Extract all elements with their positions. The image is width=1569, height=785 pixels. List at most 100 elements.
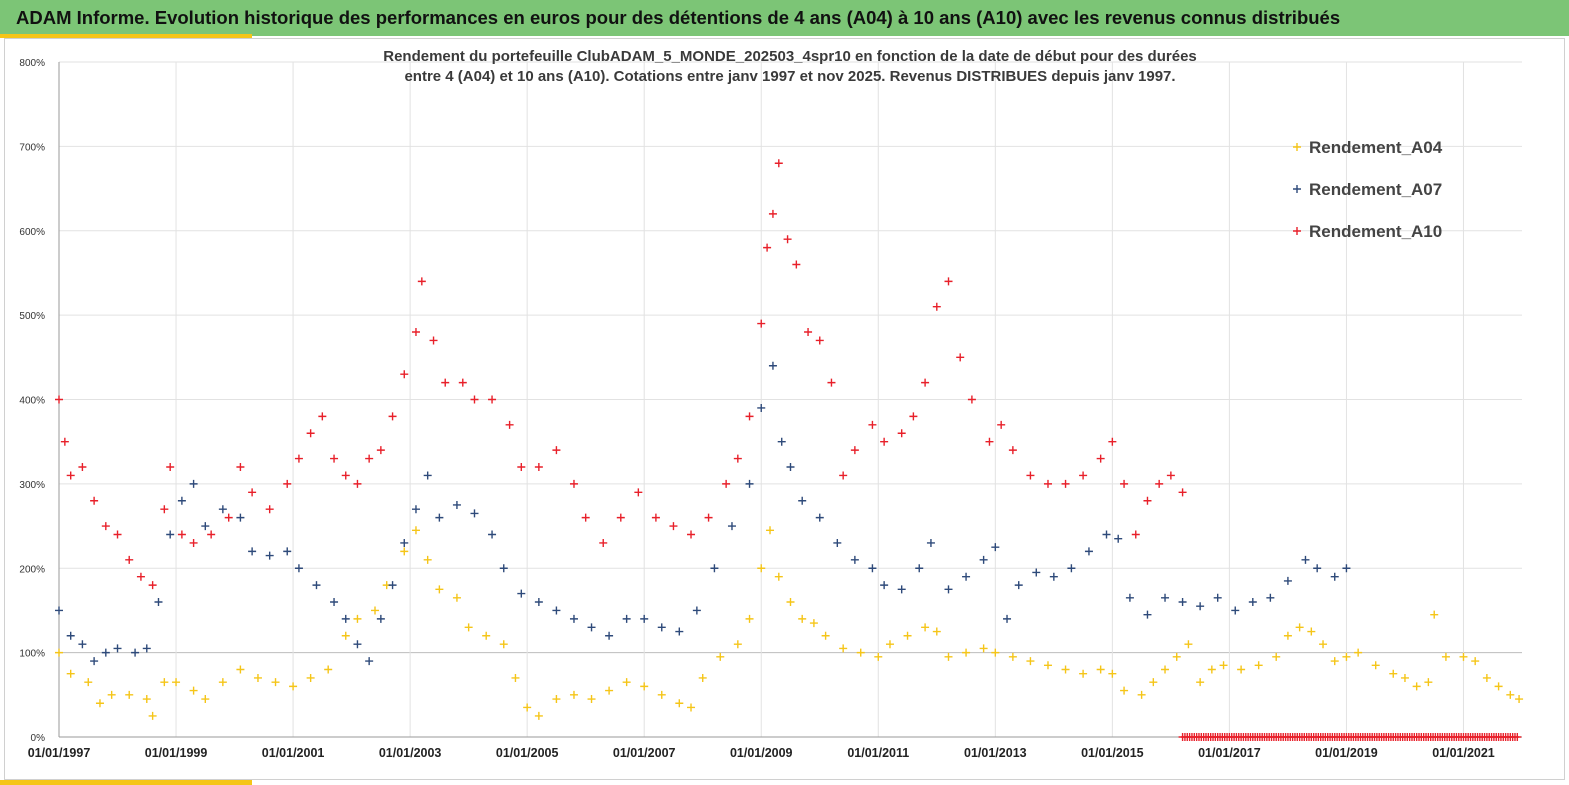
data-point [640, 682, 649, 691]
data-point [804, 328, 813, 336]
data-point [248, 488, 257, 497]
accent-bar-top [0, 34, 252, 38]
data-point [470, 509, 479, 518]
data-point [371, 606, 380, 615]
data-point [1424, 678, 1433, 687]
x-tick-label: 01/01/2001 [262, 746, 325, 760]
x-tick-label: 01/01/2017 [1198, 746, 1261, 760]
data-point [979, 555, 988, 564]
data-point [768, 361, 777, 370]
data-point [885, 640, 894, 649]
data-point [95, 699, 104, 708]
data-point [1032, 568, 1041, 577]
data-point [411, 526, 420, 535]
data-point [1178, 598, 1187, 606]
data-point [78, 463, 87, 471]
data-point [376, 614, 385, 623]
data-point [850, 555, 859, 564]
data-point [569, 479, 578, 488]
data-point [985, 437, 994, 446]
data-point [915, 564, 924, 573]
data-point [283, 547, 292, 556]
data-point [388, 581, 397, 590]
chart-title-line-2: entre 4 (A04) et 10 ans (A10). Cotations… [404, 68, 1175, 85]
data-point [1272, 652, 1281, 661]
data-point [1043, 661, 1052, 670]
data-point [160, 505, 169, 514]
data-point [897, 429, 906, 438]
data-point [827, 378, 836, 387]
data-point [306, 429, 315, 438]
data-point [452, 593, 461, 602]
data-point [1149, 678, 1158, 687]
data-point [400, 370, 409, 379]
data-point [1471, 657, 1480, 666]
data-point [224, 513, 233, 522]
data-point [675, 627, 684, 636]
y-tick-label: 300% [19, 480, 45, 491]
data-point [66, 471, 75, 480]
chart-legend: Rendement_A04 Rendement_A07 Rendement_A10 [1293, 138, 1443, 241]
data-point [172, 678, 181, 687]
data-point [903, 631, 912, 640]
data-point [1266, 593, 1275, 602]
data-point [482, 631, 491, 640]
data-point [534, 711, 543, 720]
data-point [341, 631, 350, 640]
data-point [365, 454, 374, 463]
data-point [581, 513, 590, 522]
data-point [774, 572, 783, 581]
data-point [236, 463, 245, 471]
data-point [599, 538, 608, 547]
data-point [312, 581, 321, 590]
data-point [411, 328, 420, 336]
data-point [160, 678, 169, 687]
data-point [766, 526, 775, 535]
data-point [815, 513, 824, 522]
data-point [587, 623, 596, 632]
data-point [1513, 733, 1522, 741]
legend-label: Rendement_A04 [1309, 138, 1443, 157]
data-point [774, 159, 783, 168]
y-tick-label: 100% [19, 649, 45, 660]
data-point [435, 585, 444, 594]
data-point [429, 336, 438, 345]
data-point [897, 585, 906, 594]
data-point [265, 505, 274, 514]
data-point [534, 598, 543, 606]
data-point [880, 437, 889, 446]
data-point [534, 463, 543, 471]
data-point [1342, 652, 1351, 661]
data-point [651, 513, 660, 522]
data-point [488, 395, 497, 404]
data-point [60, 437, 69, 446]
data-point [84, 678, 93, 687]
data-point [704, 513, 713, 522]
x-tick-label: 01/01/2003 [379, 746, 442, 760]
data-point [763, 243, 772, 252]
data-point [207, 530, 216, 539]
data-point [1400, 673, 1409, 682]
data-point [248, 547, 257, 556]
data-point [880, 581, 889, 590]
data-point [1441, 652, 1450, 661]
data-point [692, 606, 701, 615]
data-point [400, 547, 409, 556]
x-tick-label: 01/01/2009 [730, 746, 793, 760]
data-point [909, 412, 918, 421]
y-tick-label: 200% [19, 564, 45, 575]
data-point [452, 500, 461, 509]
data-point [417, 277, 426, 286]
data-point [1061, 665, 1070, 674]
data-point [716, 652, 725, 661]
data-point [587, 695, 596, 704]
data-point [669, 522, 678, 531]
data-point [605, 686, 614, 695]
series-Rendement_A07 [55, 361, 1351, 666]
data-point [1319, 640, 1328, 649]
data-point [1114, 534, 1123, 543]
data-point [353, 640, 362, 649]
data-point [142, 695, 151, 704]
data-point [733, 454, 742, 463]
